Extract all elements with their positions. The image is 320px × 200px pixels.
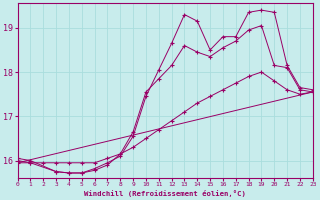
X-axis label: Windchill (Refroidissement éolien,°C): Windchill (Refroidissement éolien,°C) xyxy=(84,190,246,197)
